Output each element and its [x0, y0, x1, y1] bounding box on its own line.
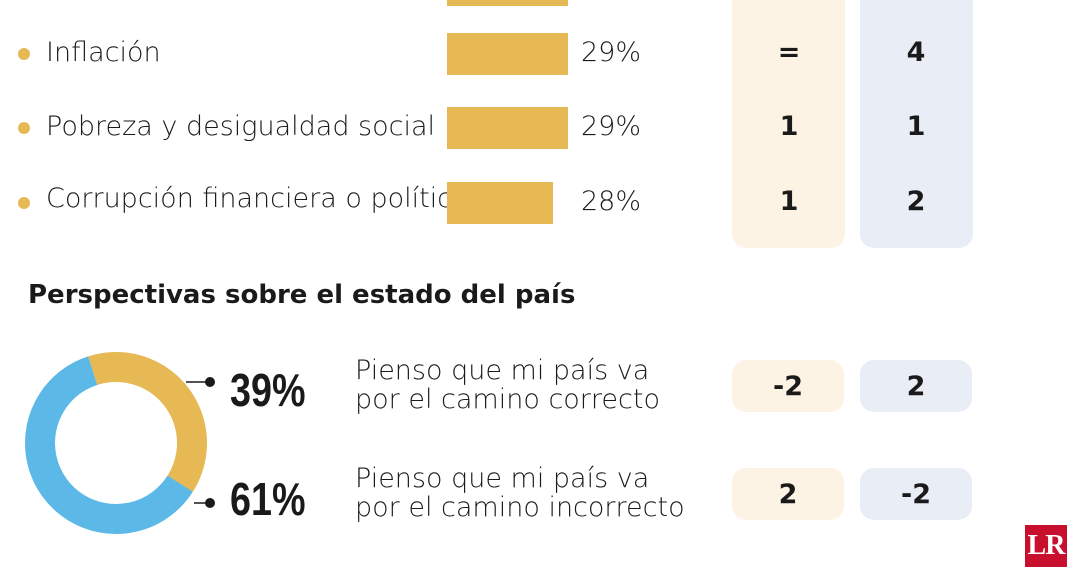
statement-correct: Pienso que mi país va por el camino corr… [355, 356, 660, 414]
category-label: Inflación [46, 37, 161, 68]
statement-incorrect: Pienso que mi país va por el camino inco… [355, 464, 685, 522]
lr-logo: LR [1025, 525, 1067, 567]
statement-incorrect-line1: Pienso que mi país va [355, 463, 650, 494]
change-a-correct: -2 [732, 360, 844, 412]
leader-dot-61 [205, 498, 215, 508]
rank-column-a [732, 0, 845, 248]
statement-correct-line2: por el camino correcto [355, 384, 660, 415]
pct-label-incorrect: 61% [230, 473, 306, 525]
rank-change-b: 4 [906, 37, 926, 68]
statement-incorrect-line2: por el camino incorrecto [355, 492, 685, 523]
rank-change-b: 1 [906, 111, 926, 142]
rank-change-a: 1 [779, 186, 799, 217]
leader-dot-39 [205, 377, 215, 387]
value-label: 28% [581, 186, 642, 217]
donut-chart [25, 352, 215, 534]
value-label: 29% [581, 37, 642, 68]
category-label: Pobreza y desigualdad social [46, 111, 436, 142]
bar-partial-top [447, 0, 568, 6]
donut-slice-incorrect [25, 352, 207, 534]
rank-change-b: 2 [906, 186, 926, 217]
bullet-dot [18, 197, 30, 209]
value-label: 29% [581, 111, 642, 142]
bar [447, 33, 568, 75]
rank-column-b [860, 0, 973, 248]
bar [447, 107, 568, 149]
bar [447, 182, 553, 224]
section-title: Perspectivas sobre el estado del país [28, 280, 576, 310]
rank-change-a: = [777, 37, 801, 68]
change-b-correct: 2 [860, 360, 972, 412]
bullet-dot [18, 48, 30, 60]
change-a-incorrect: 2 [732, 468, 844, 520]
category-label: Corrupción financiera o política [46, 183, 469, 214]
change-b-incorrect: -2 [860, 468, 972, 520]
rank-change-a: 1 [779, 111, 799, 142]
bullet-dot [18, 122, 30, 134]
statement-correct-line1: Pienso que mi país va [355, 355, 650, 386]
pct-label-correct: 39% [230, 364, 306, 416]
